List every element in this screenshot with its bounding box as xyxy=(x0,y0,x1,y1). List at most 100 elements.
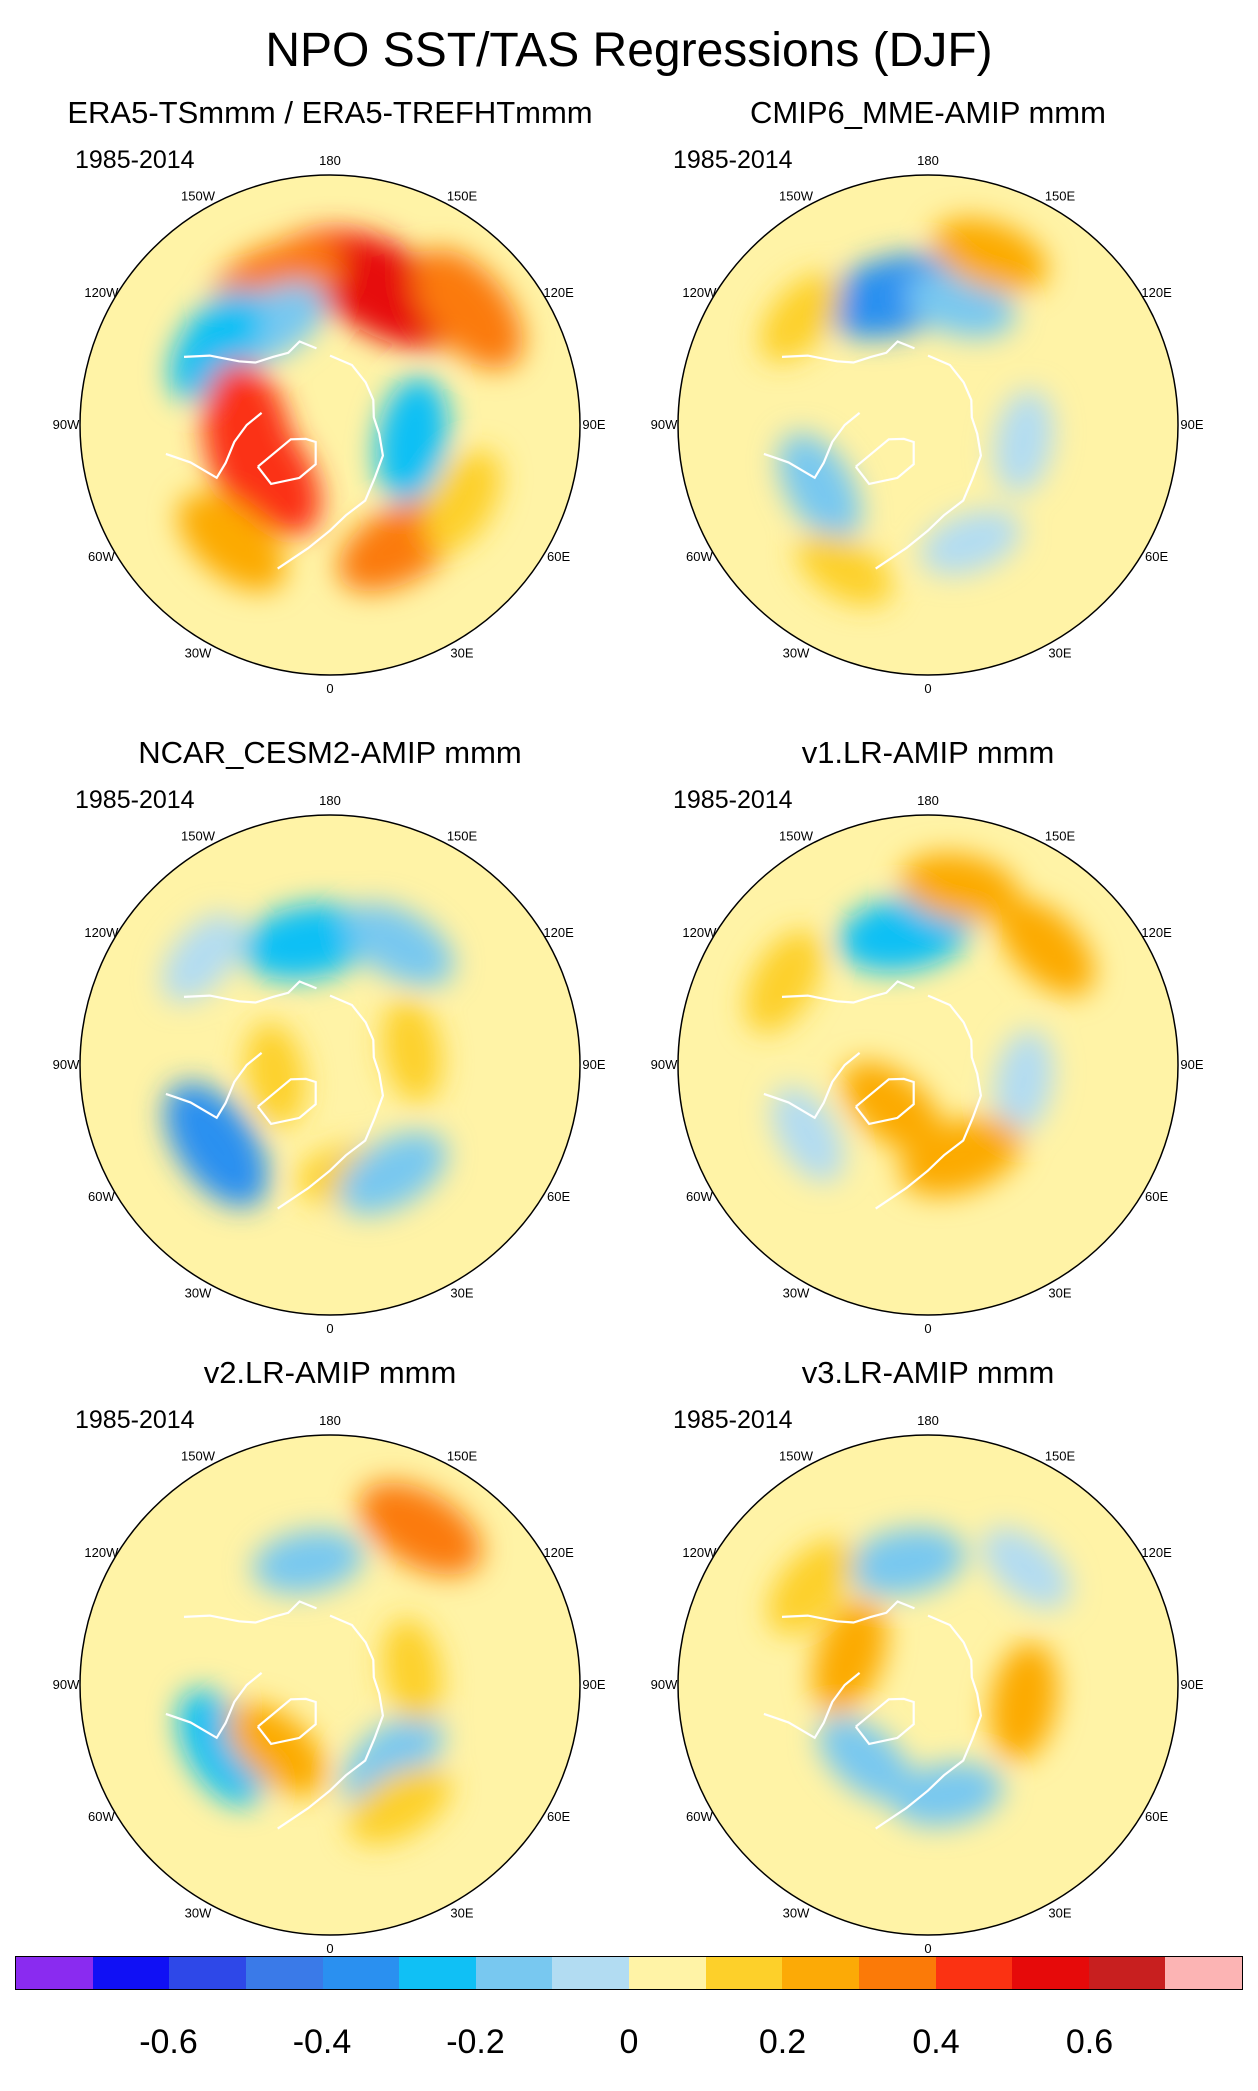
longitude-label: 60W xyxy=(88,1189,115,1204)
map-border xyxy=(79,174,581,676)
longitude-label: 180 xyxy=(917,153,939,168)
longitude-label: 30W xyxy=(185,646,212,661)
anomaly-region xyxy=(771,1086,844,1183)
anomaly-region xyxy=(169,289,263,402)
coastlines xyxy=(763,980,983,1210)
coastline xyxy=(854,1697,915,1746)
longitude-label: 0 xyxy=(326,1941,333,1956)
coastline xyxy=(854,1077,915,1126)
coastline xyxy=(781,1600,915,1624)
anomaly-region xyxy=(932,218,1048,293)
longitude-label: 120W xyxy=(682,1545,717,1560)
longitude-label: 150W xyxy=(779,828,814,843)
colorbar-tick-label: 0 xyxy=(619,2023,639,2061)
longitude-label: 150W xyxy=(181,828,216,843)
longitude-label: 60E xyxy=(1145,1809,1168,1824)
anomaly-region xyxy=(993,389,1054,494)
anomaly-region xyxy=(812,1598,887,1715)
panel-period: 1985-2014 xyxy=(673,786,793,814)
panel-title: v2.LR-AMIP mmm xyxy=(203,1355,457,1390)
panel-title: ERA5-TSmmm / ERA5-TREFHTmmm xyxy=(67,95,593,130)
panel-title: NCAR_CESM2-AMIP mmm xyxy=(138,735,522,770)
longitude-label: 60E xyxy=(547,1189,570,1204)
longitude-label: 30W xyxy=(185,1286,212,1301)
colorbar-swatch xyxy=(16,1957,93,1989)
anomaly-region xyxy=(796,533,893,606)
polar-map: 180 150E 120E 90E 60E 30E 0 30W 60W 90W 120W 150W xyxy=(53,793,606,1336)
longitude-label: 60W xyxy=(686,1809,713,1824)
anomaly-region xyxy=(900,1116,1023,1196)
anomaly-region xyxy=(920,509,1022,576)
anomaly-region xyxy=(161,913,243,1003)
colorbar-swatch xyxy=(935,1957,1013,1989)
longitude-label: 150E xyxy=(447,828,478,843)
coastline xyxy=(183,980,317,1004)
anomaly-region xyxy=(778,432,862,543)
longitude-label: 120W xyxy=(84,285,119,300)
longitude-label: 90E xyxy=(1180,417,1203,432)
panel-ncar-cesm2: NCAR_CESM2-AMIP mmm 1985-2014 180 150E 120… xyxy=(30,735,630,1355)
longitude-label: 180 xyxy=(917,793,939,808)
longitude-label: 180 xyxy=(319,153,341,168)
longitude-label: 90W xyxy=(53,417,80,432)
longitude-label: 150E xyxy=(1045,828,1076,843)
longitude-label: 30E xyxy=(1048,646,1071,661)
panel-title: CMIP6_MME-AMIP mmm xyxy=(750,95,1106,130)
polar-map: 180 150E 120E 90E 60E 30E 0 30W 60W 90W 120W 150W xyxy=(53,1413,606,1956)
longitude-label: 30E xyxy=(450,1286,473,1301)
coastline xyxy=(875,994,983,1210)
colorbar-tick-label: -0.6 xyxy=(139,2023,198,2061)
longitude-label: 120W xyxy=(682,285,717,300)
longitude-label: 90E xyxy=(582,1057,605,1072)
colorbar-swatch xyxy=(858,1957,936,1989)
panel-title: v3.LR-AMIP mmm xyxy=(801,1355,1055,1390)
coastlines xyxy=(763,1600,983,1830)
longitude-label: 30E xyxy=(1048,1906,1071,1921)
colorbar-swatch xyxy=(1012,1957,1089,1989)
anomaly-region xyxy=(423,450,502,553)
anomaly-region xyxy=(989,1642,1058,1762)
anomaly-region xyxy=(744,930,823,1033)
anomaly-region xyxy=(900,853,1019,922)
longitude-label: 180 xyxy=(319,1413,341,1428)
coastline xyxy=(763,1052,861,1120)
coastline xyxy=(875,1614,983,1830)
polar-map: 180 150E 120E 90E 60E 30E 0 30W 60W 90W 120W 150W xyxy=(651,1413,1204,1956)
longitude-label: 120E xyxy=(543,925,574,940)
longitude-label: 120E xyxy=(543,1545,574,1560)
colorbar-swatch xyxy=(782,1957,859,1989)
colorbar-swatch xyxy=(399,1957,476,1989)
longitude-label: 90W xyxy=(53,1677,80,1692)
longitude-label: 60E xyxy=(547,1809,570,1824)
polar-map: 180 150E 120E 90E 60E 30E 0 30W 60W 90W 120W 150W xyxy=(651,793,1204,1336)
panel-period: 1985-2014 xyxy=(673,1406,793,1434)
colorbar xyxy=(15,1956,1243,1990)
anomaly-region xyxy=(245,1022,306,1127)
longitude-label: 150W xyxy=(779,1448,814,1463)
anomaly-region xyxy=(341,1713,444,1806)
map-border xyxy=(677,1434,1179,1936)
panel-v2-lr: v2.LR-AMIP mmm 1985-2014 180 150E 120E 90E 6… xyxy=(30,1355,630,1975)
longitude-label: 0 xyxy=(924,1321,931,1336)
longitude-label: 60W xyxy=(88,1809,115,1824)
longitude-label: 30W xyxy=(783,1906,810,1921)
coastline xyxy=(763,412,861,480)
longitude-label: 0 xyxy=(924,1941,931,1956)
colorbar-swatch xyxy=(475,1957,553,1989)
longitude-label: 120W xyxy=(84,925,119,940)
colorbar-swatch xyxy=(92,1957,170,1989)
coastline xyxy=(256,1697,317,1746)
longitude-label: 120W xyxy=(682,925,717,940)
colorbar-swatch xyxy=(1165,1957,1242,1989)
anomaly-region xyxy=(241,903,376,981)
colorbar-swatch xyxy=(245,1957,323,1989)
longitude-label: 120E xyxy=(1141,1545,1172,1560)
longitude-label: 120E xyxy=(1141,285,1172,300)
coastline xyxy=(165,412,263,480)
anomaly-region xyxy=(767,1539,855,1635)
anomaly-region xyxy=(375,376,449,503)
longitude-label: 0 xyxy=(924,681,931,696)
coastline xyxy=(183,340,317,364)
coastline xyxy=(165,1052,263,1120)
panel-period: 1985-2014 xyxy=(75,1406,195,1434)
